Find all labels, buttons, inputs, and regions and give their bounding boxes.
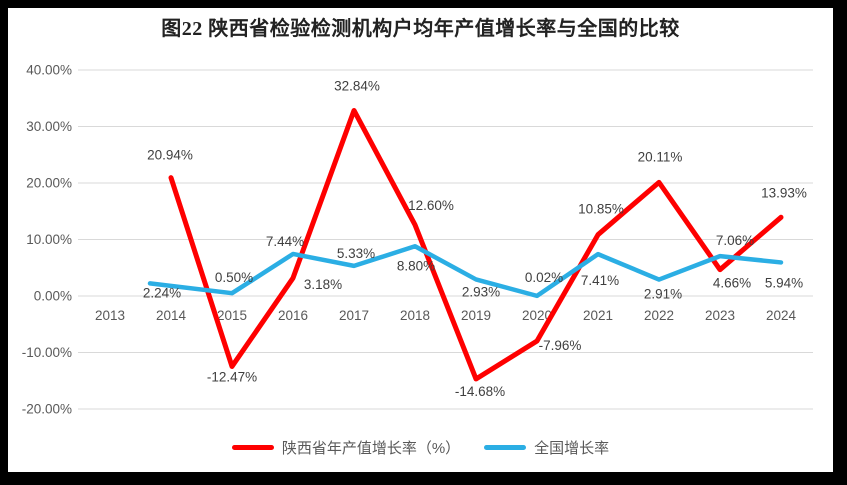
data-label-national: 0.02% — [525, 270, 563, 285]
y-axis-tick-label: 30.00% — [26, 119, 72, 134]
series-line-national — [147, 244, 784, 299]
data-label-national: 7.41% — [581, 273, 619, 288]
x-axis-tick-label: 2019 — [461, 308, 491, 323]
y-axis-tick-label: -10.00% — [22, 345, 72, 360]
legend-swatch-national — [484, 445, 527, 450]
data-label-national: 7.06% — [716, 233, 754, 248]
data-label-shaanxi: 20.94% — [147, 148, 193, 163]
data-label-shaanxi: 12.60% — [408, 198, 454, 213]
data-label-shaanxi: 20.11% — [638, 149, 683, 164]
data-label-national: 0.50% — [215, 270, 253, 285]
data-label-shaanxi: 32.84% — [334, 78, 380, 93]
data-label-national: 2.24% — [143, 285, 181, 300]
y-axis-tick-label: 40.00% — [26, 63, 72, 78]
x-axis-tick-label: 2014 — [156, 308, 187, 323]
data-label-national: 2.93% — [462, 284, 500, 299]
data-label-national: 5.94% — [765, 275, 803, 290]
x-axis-tick-label: 2023 — [705, 308, 735, 323]
x-axis-tick-label: 2020 — [522, 308, 552, 323]
chart-title: 图22 陕西省检验检测机构户均年产值增长率与全国的比较 — [161, 18, 680, 40]
data-label-national: 8.80% — [397, 258, 435, 273]
x-axis-tick-label: 2013 — [95, 308, 125, 323]
legend-item-national: 全国增长率 — [484, 437, 609, 458]
chart-legend: 陕西省年产值增长率（%） 全国增长率 — [8, 437, 833, 458]
data-label-shaanxi: 10.85% — [578, 202, 624, 217]
chart-plot: 40.00% 30.00% 20.00% 10.00% 0.00% -10.00% -20.… — [22, 63, 813, 417]
x-axis-tick-label: 2017 — [339, 308, 369, 323]
x-axis-tick-label: 2024 — [766, 308, 797, 323]
x-axis-tick-label: 2018 — [400, 308, 430, 323]
data-label-national: 7.44% — [266, 234, 304, 249]
legend-label-national: 全国增长率 — [534, 440, 610, 457]
y-axis-tick-label: 20.00% — [26, 176, 72, 191]
x-axis-tick-label: 2015 — [217, 308, 247, 323]
y-axis-tick-label: 10.00% — [26, 232, 72, 247]
legend-label-shaanxi: 陕西省年产值增长率（%） — [281, 440, 461, 457]
data-label-national: 5.33% — [337, 246, 375, 261]
data-label-shaanxi: -7.96% — [539, 338, 582, 353]
legend-swatch-shaanxi — [231, 445, 274, 450]
data-label-shaanxi: -12.47% — [207, 369, 257, 384]
data-label-shaanxi: 13.93% — [761, 185, 807, 200]
data-label-shaanxi: 4.66% — [713, 276, 751, 291]
data-label-national: 2.91% — [644, 287, 682, 302]
data-label-shaanxi: 3.18% — [304, 277, 342, 292]
chart-panel: 40.00% 30.00% 20.00% 10.00% 0.00% -10.00% -20.… — [8, 8, 833, 472]
series-line-shaanxi — [168, 107, 784, 382]
legend-item-shaanxi: 陕西省年产值增长率（%） — [231, 437, 461, 458]
x-axis-tick-label: 2021 — [583, 308, 613, 323]
y-axis-tick-label: -20.00% — [22, 402, 72, 417]
x-axis-tick-label: 2016 — [278, 308, 308, 323]
y-axis-tick-label: 0.00% — [34, 289, 72, 304]
data-label-shaanxi: -14.68% — [455, 384, 505, 399]
x-axis-tick-label: 2022 — [644, 308, 674, 323]
